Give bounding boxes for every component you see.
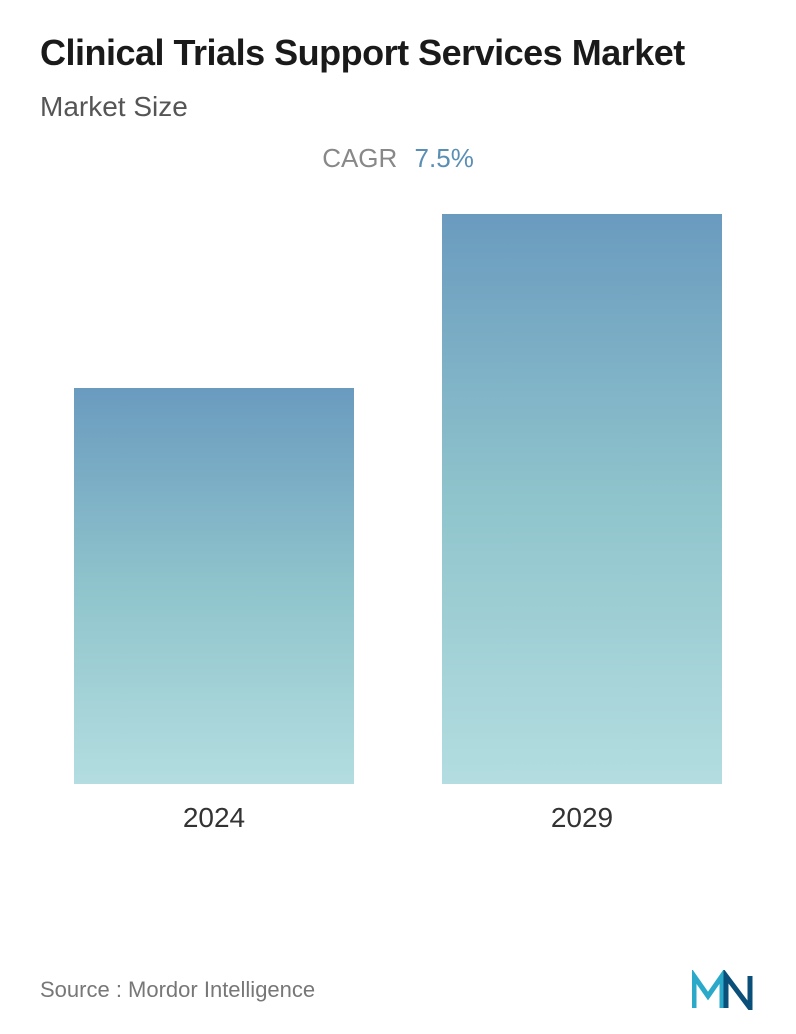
cagr-label: CAGR [322, 143, 397, 173]
cagr-value: 7.5% [415, 143, 474, 173]
bar-group: 2029 [442, 214, 722, 834]
footer: Source : Mordor Intelligence [40, 970, 756, 1010]
bar-chart: 2024 2029 [70, 214, 726, 834]
bar-label: 2029 [551, 802, 613, 834]
cagr-row: CAGR 7.5% [40, 143, 756, 174]
bar-label: 2024 [183, 802, 245, 834]
bar-group: 2024 [74, 388, 354, 834]
bar-2029 [442, 214, 722, 784]
chart-title: Clinical Trials Support Services Market [40, 30, 756, 75]
bar-2024 [74, 388, 354, 784]
mordor-logo-icon [692, 970, 756, 1010]
chart-subtitle: Market Size [40, 91, 756, 123]
source-text: Source : Mordor Intelligence [40, 977, 315, 1003]
